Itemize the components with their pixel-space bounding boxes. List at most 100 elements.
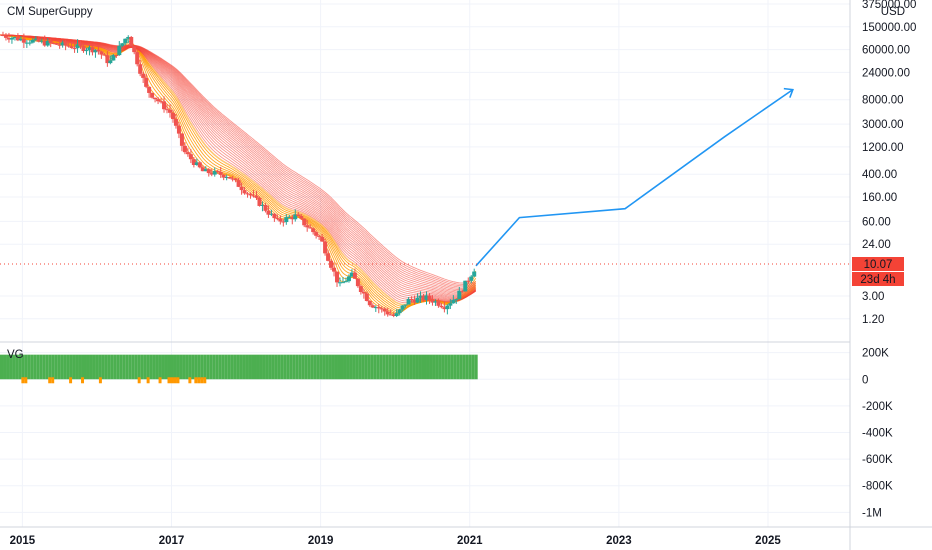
vg-positive-bar — [435, 354, 439, 380]
vg-positive-bar — [471, 354, 475, 380]
vg-positive-bar — [394, 354, 398, 380]
vg-y-tick-label: 0 — [862, 374, 868, 386]
vg-positive-bar — [51, 354, 55, 380]
candle-body — [227, 176, 232, 179]
candle-body — [394, 313, 399, 317]
x-tick-label: 2019 — [308, 535, 334, 547]
candle-body — [403, 304, 408, 306]
candle-body — [182, 145, 187, 153]
candle-body — [332, 267, 337, 272]
vg-positive-bar — [69, 354, 73, 380]
candle-body — [335, 271, 340, 283]
candle-body — [391, 314, 396, 317]
vg-positive-bar — [125, 354, 129, 380]
candle-body — [72, 48, 77, 50]
candle-body — [263, 204, 268, 211]
candle-body — [126, 36, 131, 39]
vg-positive-bar — [397, 354, 401, 380]
candle-body — [323, 241, 328, 254]
vg-positive-bar — [286, 354, 290, 380]
vg-positive-bar — [66, 354, 70, 380]
candle-body — [326, 253, 331, 261]
vg-positive-bar — [254, 354, 257, 380]
vg-orange-bar — [188, 377, 192, 384]
candle-body — [102, 54, 107, 56]
candle-body — [257, 197, 262, 206]
candle-body — [427, 295, 432, 300]
x-tick-label: 2015 — [10, 535, 36, 547]
x-tick-label: 2025 — [755, 535, 781, 547]
candle-body — [385, 311, 390, 315]
vg-positive-bar — [331, 354, 335, 380]
vg-orange-bar — [69, 377, 73, 384]
vg-positive-bar — [438, 354, 442, 380]
vg-orange-bar — [176, 377, 180, 384]
candle-body — [278, 218, 283, 222]
candle-body — [239, 186, 244, 191]
candle-body — [290, 217, 295, 220]
guppy-ribbon-line — [0, 34, 476, 284]
candle-body — [379, 308, 384, 310]
vg-positive-bar — [224, 354, 228, 380]
y-tick-label: 1200.00 — [862, 142, 904, 154]
candle-body — [367, 300, 372, 306]
candle-body — [370, 305, 375, 308]
candle-body — [75, 44, 80, 49]
candle-body — [132, 46, 137, 53]
candle-body — [15, 37, 20, 41]
candle-body — [442, 307, 447, 310]
candle-body — [165, 109, 170, 111]
vg-orange-bar — [81, 377, 85, 384]
vg-positive-bar — [128, 354, 132, 380]
candle-body — [153, 97, 158, 100]
candle-body — [340, 282, 345, 284]
vg-positive-bar — [6, 354, 10, 380]
vg-positive-bar — [325, 354, 329, 380]
candle-body — [18, 38, 23, 41]
candle-body — [457, 290, 462, 300]
candle-body — [6, 37, 11, 40]
vg-positive-bar — [200, 354, 204, 380]
candle-body — [39, 40, 44, 42]
vg-positive-bar — [161, 354, 165, 380]
candle-body — [120, 43, 125, 46]
y-tick-label: 60.00 — [862, 216, 891, 228]
y-tick-label: 160.00 — [862, 192, 897, 204]
candle-body — [320, 236, 325, 242]
vg-positive-bar — [465, 354, 469, 380]
vg-positive-bar — [462, 354, 466, 380]
vg-positive-bar — [15, 354, 19, 380]
vg-positive-bar — [376, 354, 380, 380]
candle-body — [251, 195, 256, 197]
vg-positive-bar — [33, 354, 37, 380]
vg-positive-bar — [391, 354, 395, 380]
candle-body — [150, 92, 155, 98]
vg-orange-bar — [158, 377, 162, 384]
candle-body — [400, 305, 405, 310]
vg-positive-bar — [75, 354, 79, 380]
vg-y-tick-label: -1M — [862, 507, 882, 519]
candle-body — [260, 204, 265, 206]
vg-positive-bar — [346, 354, 350, 380]
candle-body — [382, 308, 387, 312]
candle-body — [33, 38, 38, 40]
candle-body — [373, 307, 378, 309]
vg-positive-bar — [367, 354, 371, 380]
candle-body — [472, 271, 477, 277]
vg-orange-bar — [51, 377, 55, 384]
candle-body — [123, 38, 128, 44]
candle-body — [466, 280, 471, 282]
candle-body — [352, 272, 357, 279]
vg-positive-bar — [364, 354, 368, 380]
vg-positive-bar — [418, 354, 422, 380]
y-tick-label: 400.00 — [862, 169, 897, 181]
y-tick-label: 24.00 — [862, 239, 891, 251]
vg-orange-bar — [167, 377, 171, 384]
vg-y-axis: 200K 0 -200K -400K -600K -800K -1M — [862, 348, 893, 520]
candle-body — [266, 210, 271, 215]
candle-body — [108, 60, 113, 64]
vg-positive-bar — [39, 354, 43, 380]
vg-orange-bar — [98, 377, 102, 384]
vg-positive-bar — [164, 354, 168, 380]
candle-body — [212, 170, 217, 175]
